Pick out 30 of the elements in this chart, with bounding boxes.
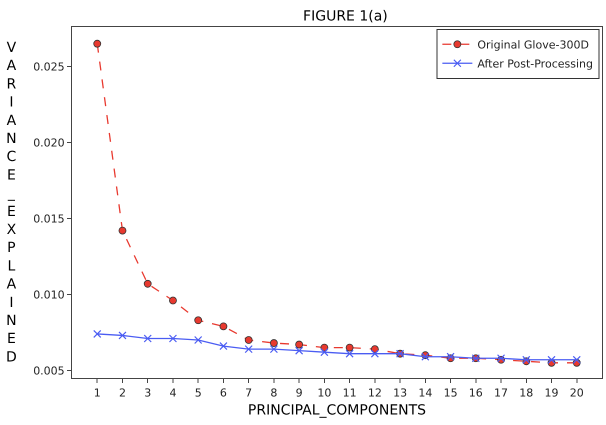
- x-tick-label: 7: [245, 386, 252, 400]
- x-tick-label: 20: [570, 386, 584, 400]
- x-tick-label: 10: [317, 386, 332, 400]
- x-tick-label: 8: [270, 386, 278, 400]
- x-tick-label: 14: [418, 386, 432, 400]
- y-tick-label: 0.005: [33, 364, 65, 378]
- y-tick-label: 0.015: [33, 212, 65, 226]
- x-tick-label: 5: [194, 386, 202, 400]
- x-tick-label: 17: [494, 386, 508, 400]
- x-tick-label: 3: [144, 386, 152, 400]
- x-tick-label: 15: [444, 386, 458, 400]
- x-tick-label: 18: [519, 386, 534, 400]
- x-tick-label: 11: [342, 386, 357, 400]
- x-axis-title: PRINCIPAL_COMPONENTS: [248, 402, 426, 419]
- x-tick-label: 1: [94, 386, 101, 400]
- x-tick-label: 9: [296, 386, 303, 400]
- legend-label: Original Glove-300D: [477, 38, 589, 52]
- x-tick-label: 19: [544, 386, 559, 400]
- x-tick-label: 12: [368, 386, 382, 400]
- chart-title: FIGURE 1(a): [303, 8, 388, 24]
- y-tick-label: 0.025: [33, 60, 65, 74]
- x-tick-label: 4: [169, 386, 176, 400]
- legend-label: After Post-Processing: [477, 58, 593, 71]
- x-tick-label: 13: [393, 386, 408, 400]
- y-tick-label: 0.020: [33, 136, 65, 150]
- text: VARIANCE_EXPLAINED: [6, 40, 17, 366]
- y-tick-label: 0.010: [33, 288, 65, 302]
- x-tick-label: 6: [220, 386, 227, 400]
- x-tick-label: 16: [468, 386, 483, 400]
- x-tick-label: 2: [118, 386, 126, 400]
